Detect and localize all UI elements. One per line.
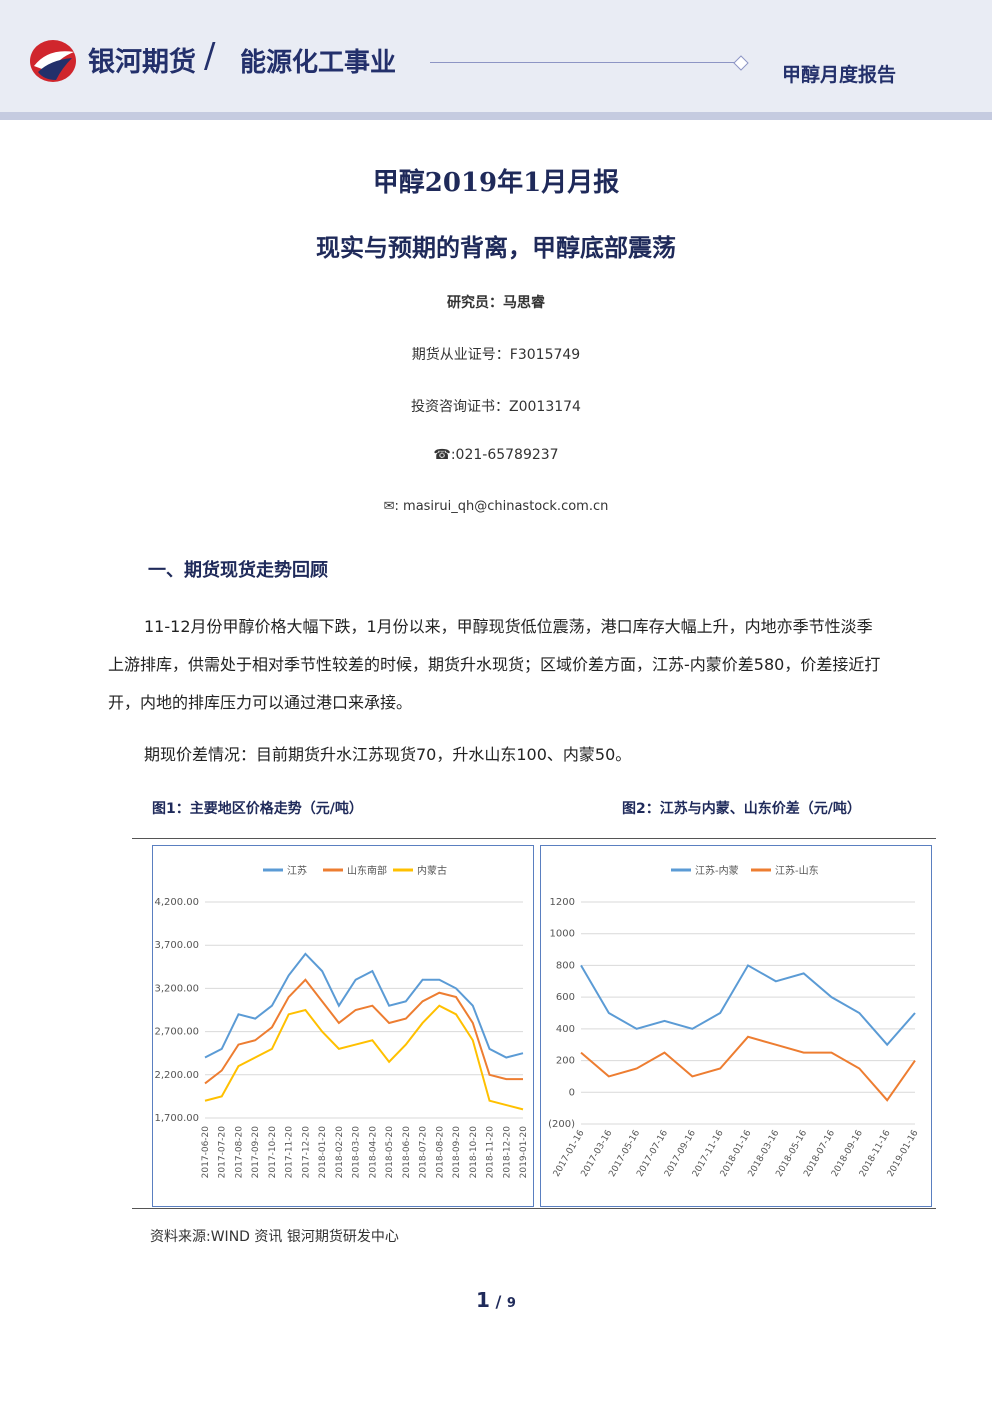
figure-caption: 图2：江苏与内蒙、山东价差（元/吨） [622, 801, 861, 817]
y-tick-label: 1,700.00 [154, 1113, 199, 1124]
x-tick-label: 2018-07-20 [419, 1126, 429, 1179]
x-tick-label: 2018-06-20 [402, 1126, 412, 1179]
legend-label: 江苏-内蒙 [695, 864, 739, 877]
page-current: 1 [476, 1288, 490, 1312]
line-series [580, 964, 916, 1047]
y-tick-label: 1000 [550, 929, 575, 940]
researcher: 研究员：马思睿 [447, 295, 545, 311]
x-tick-label: 2017-10-20 [268, 1126, 278, 1179]
header-band [0, 0, 992, 112]
x-tick-label: 2018-04-20 [368, 1126, 378, 1179]
y-tick-label: 200 [556, 1056, 575, 1067]
line-series [580, 1035, 916, 1102]
x-tick-label: 2017-07-20 [218, 1126, 228, 1179]
decoration-diamond [733, 55, 749, 71]
phone: ☎:021-65789237 [433, 447, 559, 463]
line-series [204, 978, 523, 1085]
legend-label: 内蒙古 [417, 864, 447, 877]
chart: (200)0200400600800100012002017-01-162017… [540, 845, 932, 1207]
title: 甲醇2019年1月月报 [372, 168, 620, 198]
consult-license: 投资咨询证书：Z0013174 [411, 399, 581, 415]
y-tick-label: 1200 [550, 897, 575, 908]
rule [132, 838, 936, 839]
logo [30, 40, 76, 82]
subtitle: 现实与预期的背离，甲醇底部震荡 [316, 234, 676, 262]
section-heading: 一、期货现货走势回顾 [148, 560, 328, 581]
y-tick-label: 4,200.00 [154, 897, 199, 908]
x-tick-label: 2017-08-20 [234, 1126, 244, 1179]
x-tick-label: 2018-12-20 [502, 1126, 512, 1179]
y-tick-label: 600 [556, 992, 575, 1003]
x-tick-label: 2017-12-20 [301, 1126, 311, 1179]
line-series [204, 1004, 524, 1111]
report-type: 甲醇月度报告 [782, 64, 897, 86]
y-tick-label: 3,200.00 [154, 983, 199, 994]
division: 能源化工事业 [240, 48, 397, 78]
legend-label: 山东南部 [347, 864, 387, 877]
x-tick-label: 2018-10-20 [469, 1126, 479, 1179]
paragraph: 11-12月份甲醇价格大幅下跌，1月份以来，甲醇现货低位震荡，港口库存大幅上升，… [108, 617, 881, 712]
legend-label: 江苏-山东 [775, 864, 819, 877]
x-tick-label: 2017-11-20 [285, 1126, 295, 1179]
legend-label: 江苏 [287, 864, 307, 877]
x-tick-label: 2018-08-20 [435, 1126, 445, 1179]
y-tick-label: (200) [548, 1119, 575, 1130]
paragraph: 期现价差情况：目前期货升水江苏现货70，升水山东100、内蒙50。 [144, 745, 632, 764]
x-tick-label: 2017-06-20 [201, 1126, 211, 1179]
y-tick-label: 2,200.00 [154, 1070, 199, 1081]
x-tick-label: 2018-02-20 [335, 1126, 345, 1179]
page-total: 9 [506, 1296, 516, 1311]
x-tick-label: 2019-01-20 [519, 1126, 529, 1179]
brand: 银河期货 [88, 47, 196, 78]
divider: / [204, 36, 216, 76]
y-tick-label: 400 [556, 1024, 575, 1035]
figure-caption: 图1：主要地区价格走势（元/吨） [152, 801, 363, 817]
decoration [430, 62, 735, 63]
x-tick-label: 2018-09-20 [452, 1126, 462, 1179]
source: 资料来源:WIND 资讯 银河期货研发中心 [150, 1229, 399, 1245]
page-number: 1 / 9 [476, 1288, 516, 1312]
y-tick-label: 0 [569, 1087, 575, 1098]
x-tick-label: 2018-03-20 [352, 1126, 362, 1179]
y-tick-label: 800 [556, 960, 575, 971]
email: ✉: masirui_qh@chinastock.com.cn [383, 499, 609, 514]
rule [132, 1208, 936, 1209]
license: 期货从业证号：F3015749 [411, 347, 581, 363]
y-tick-label: 2,700.00 [154, 1027, 199, 1038]
x-tick-label: 2018-11-20 [486, 1126, 496, 1179]
x-tick-label: 2017-09-20 [251, 1126, 261, 1179]
header-rule [0, 112, 992, 120]
x-tick-label: 2018-05-20 [385, 1126, 395, 1179]
line-series [204, 952, 524, 1059]
x-tick-label: 2018-01-20 [318, 1126, 328, 1179]
y-tick-label: 3,700.00 [154, 940, 199, 951]
chart: 1,700.00 2,200.00 2,700.00 3,200.00 3,700.00… [152, 845, 534, 1207]
